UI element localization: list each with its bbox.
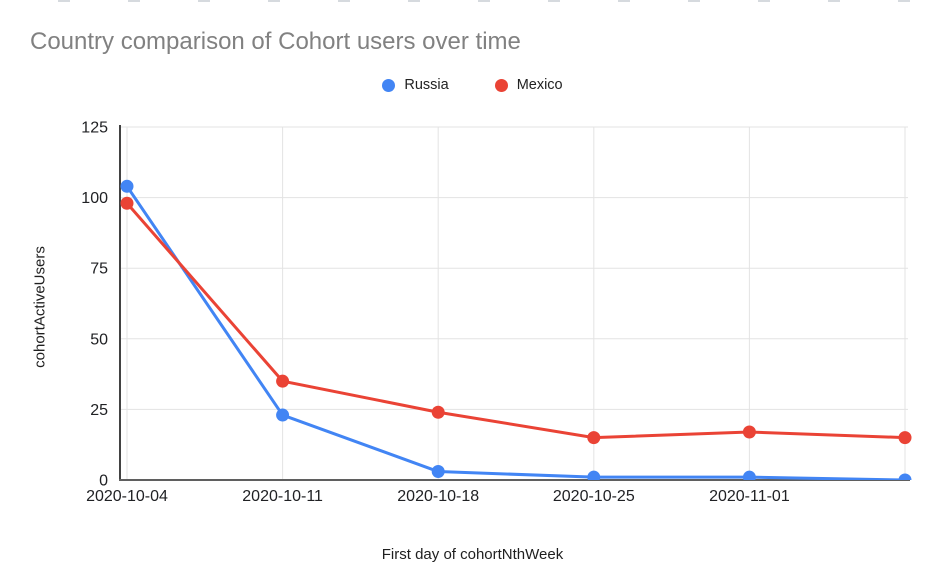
series-line-mexico bbox=[125, 201, 907, 440]
y-tick-label: 125 bbox=[81, 120, 108, 137]
chart-legend: Russia Mexico bbox=[0, 74, 945, 96]
x-tick-label: 2020-10-04 bbox=[86, 488, 168, 505]
series-line-russia bbox=[125, 184, 907, 480]
data-point-russia bbox=[587, 470, 601, 480]
x-axis-title: First day of cohortNthWeek bbox=[381, 546, 564, 563]
data-point-russia bbox=[431, 465, 445, 479]
data-point-russia bbox=[276, 408, 290, 422]
y-tick-label: 50 bbox=[90, 331, 108, 348]
chart-title: Country comparison of Cohort users over … bbox=[30, 28, 521, 55]
legend-label-russia: Russia bbox=[404, 77, 449, 93]
data-point-mexico bbox=[742, 425, 756, 439]
y-tick-label: 100 bbox=[81, 190, 108, 207]
data-point-russia bbox=[742, 470, 756, 480]
legend-item-russia: Russia bbox=[382, 77, 449, 93]
data-point-mexico bbox=[120, 196, 134, 210]
legend-swatch-russia-icon bbox=[382, 78, 396, 92]
y-tick-label: 0 bbox=[99, 473, 108, 490]
data-point-mexico bbox=[898, 431, 912, 445]
cropped-text-artifact bbox=[0, 0, 945, 2]
legend-swatch-mexico-icon bbox=[494, 78, 508, 92]
y-tick-label: 25 bbox=[90, 402, 108, 419]
data-point-mexico bbox=[276, 374, 290, 388]
legend-item-mexico: Mexico bbox=[494, 77, 563, 93]
legend-label-mexico: Mexico bbox=[516, 77, 563, 93]
x-tick-label: 2020-11-01 bbox=[709, 488, 790, 505]
data-point-mexico bbox=[587, 431, 601, 445]
y-axis-title: cohortActiveUsers bbox=[31, 246, 49, 368]
y-tick-label: 75 bbox=[90, 261, 108, 278]
data-point-mexico bbox=[431, 405, 445, 419]
x-tick-label: 2020-10-11 bbox=[242, 488, 323, 505]
x-tick-label: 2020-10-25 bbox=[553, 488, 635, 505]
data-point-russia bbox=[120, 179, 134, 193]
x-tick-label: 2020-10-18 bbox=[397, 488, 479, 505]
data-point-russia bbox=[898, 473, 912, 480]
